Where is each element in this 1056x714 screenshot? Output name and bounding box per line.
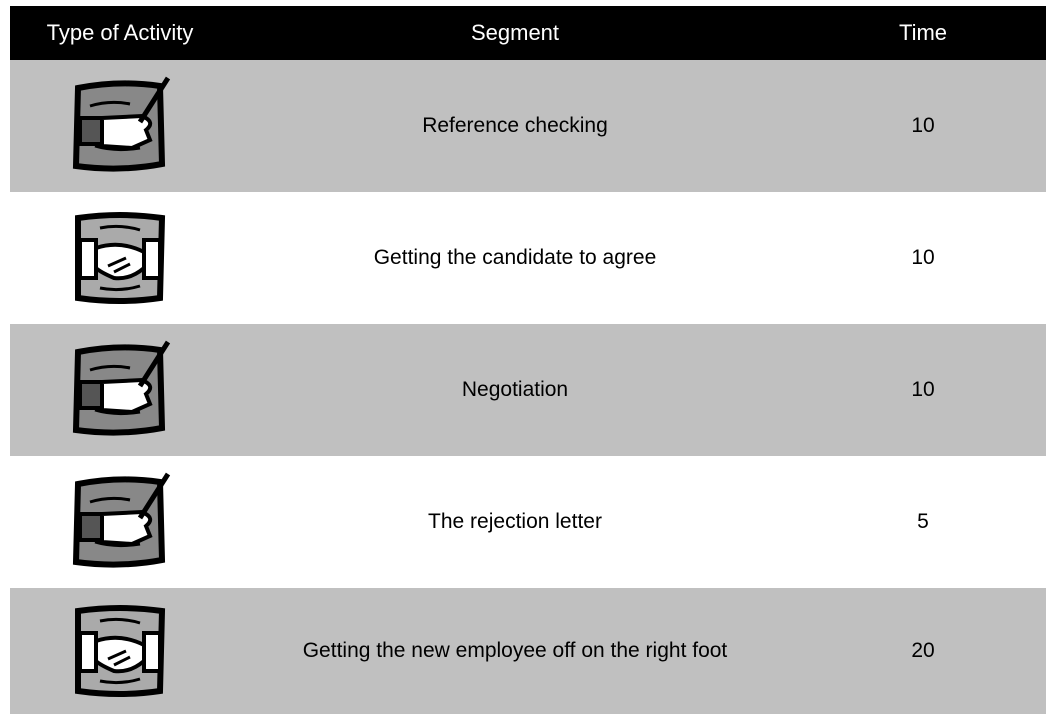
header-row: Type of Activity Segment Time xyxy=(10,6,1046,60)
activity-icon xyxy=(68,472,172,572)
header-cell: Segment xyxy=(470,20,560,45)
table-row: Getting the new employee off on the righ… xyxy=(10,588,1046,714)
table-row: The rejection letter 5 xyxy=(10,456,1046,588)
table-row: Getting the candidate to agree 10 xyxy=(10,192,1046,324)
activity-icon xyxy=(70,601,170,701)
activity-icon xyxy=(70,208,170,308)
time: 20 xyxy=(911,639,935,662)
header-cell: Type of Activity xyxy=(46,20,194,45)
segment: Reference checking xyxy=(422,114,608,137)
segment: Negotiation xyxy=(461,378,569,401)
table-row: Reference checking 10 xyxy=(10,60,1046,192)
time: 10 xyxy=(911,378,935,401)
time: 5 xyxy=(917,510,929,533)
segment: Getting the candidate to agree xyxy=(373,246,657,269)
segment: The rejection letter xyxy=(428,510,602,533)
time: 10 xyxy=(911,114,935,137)
activity-icon xyxy=(68,76,172,176)
activity-icon xyxy=(68,340,172,440)
table: Type of Activity Segment Time Reference … xyxy=(10,6,1046,714)
segment: Getting the new employee off on the righ… xyxy=(302,639,728,662)
header-cell: Time xyxy=(898,20,948,45)
time: 10 xyxy=(911,246,935,269)
table-row: Negotiation 10 xyxy=(10,324,1046,456)
